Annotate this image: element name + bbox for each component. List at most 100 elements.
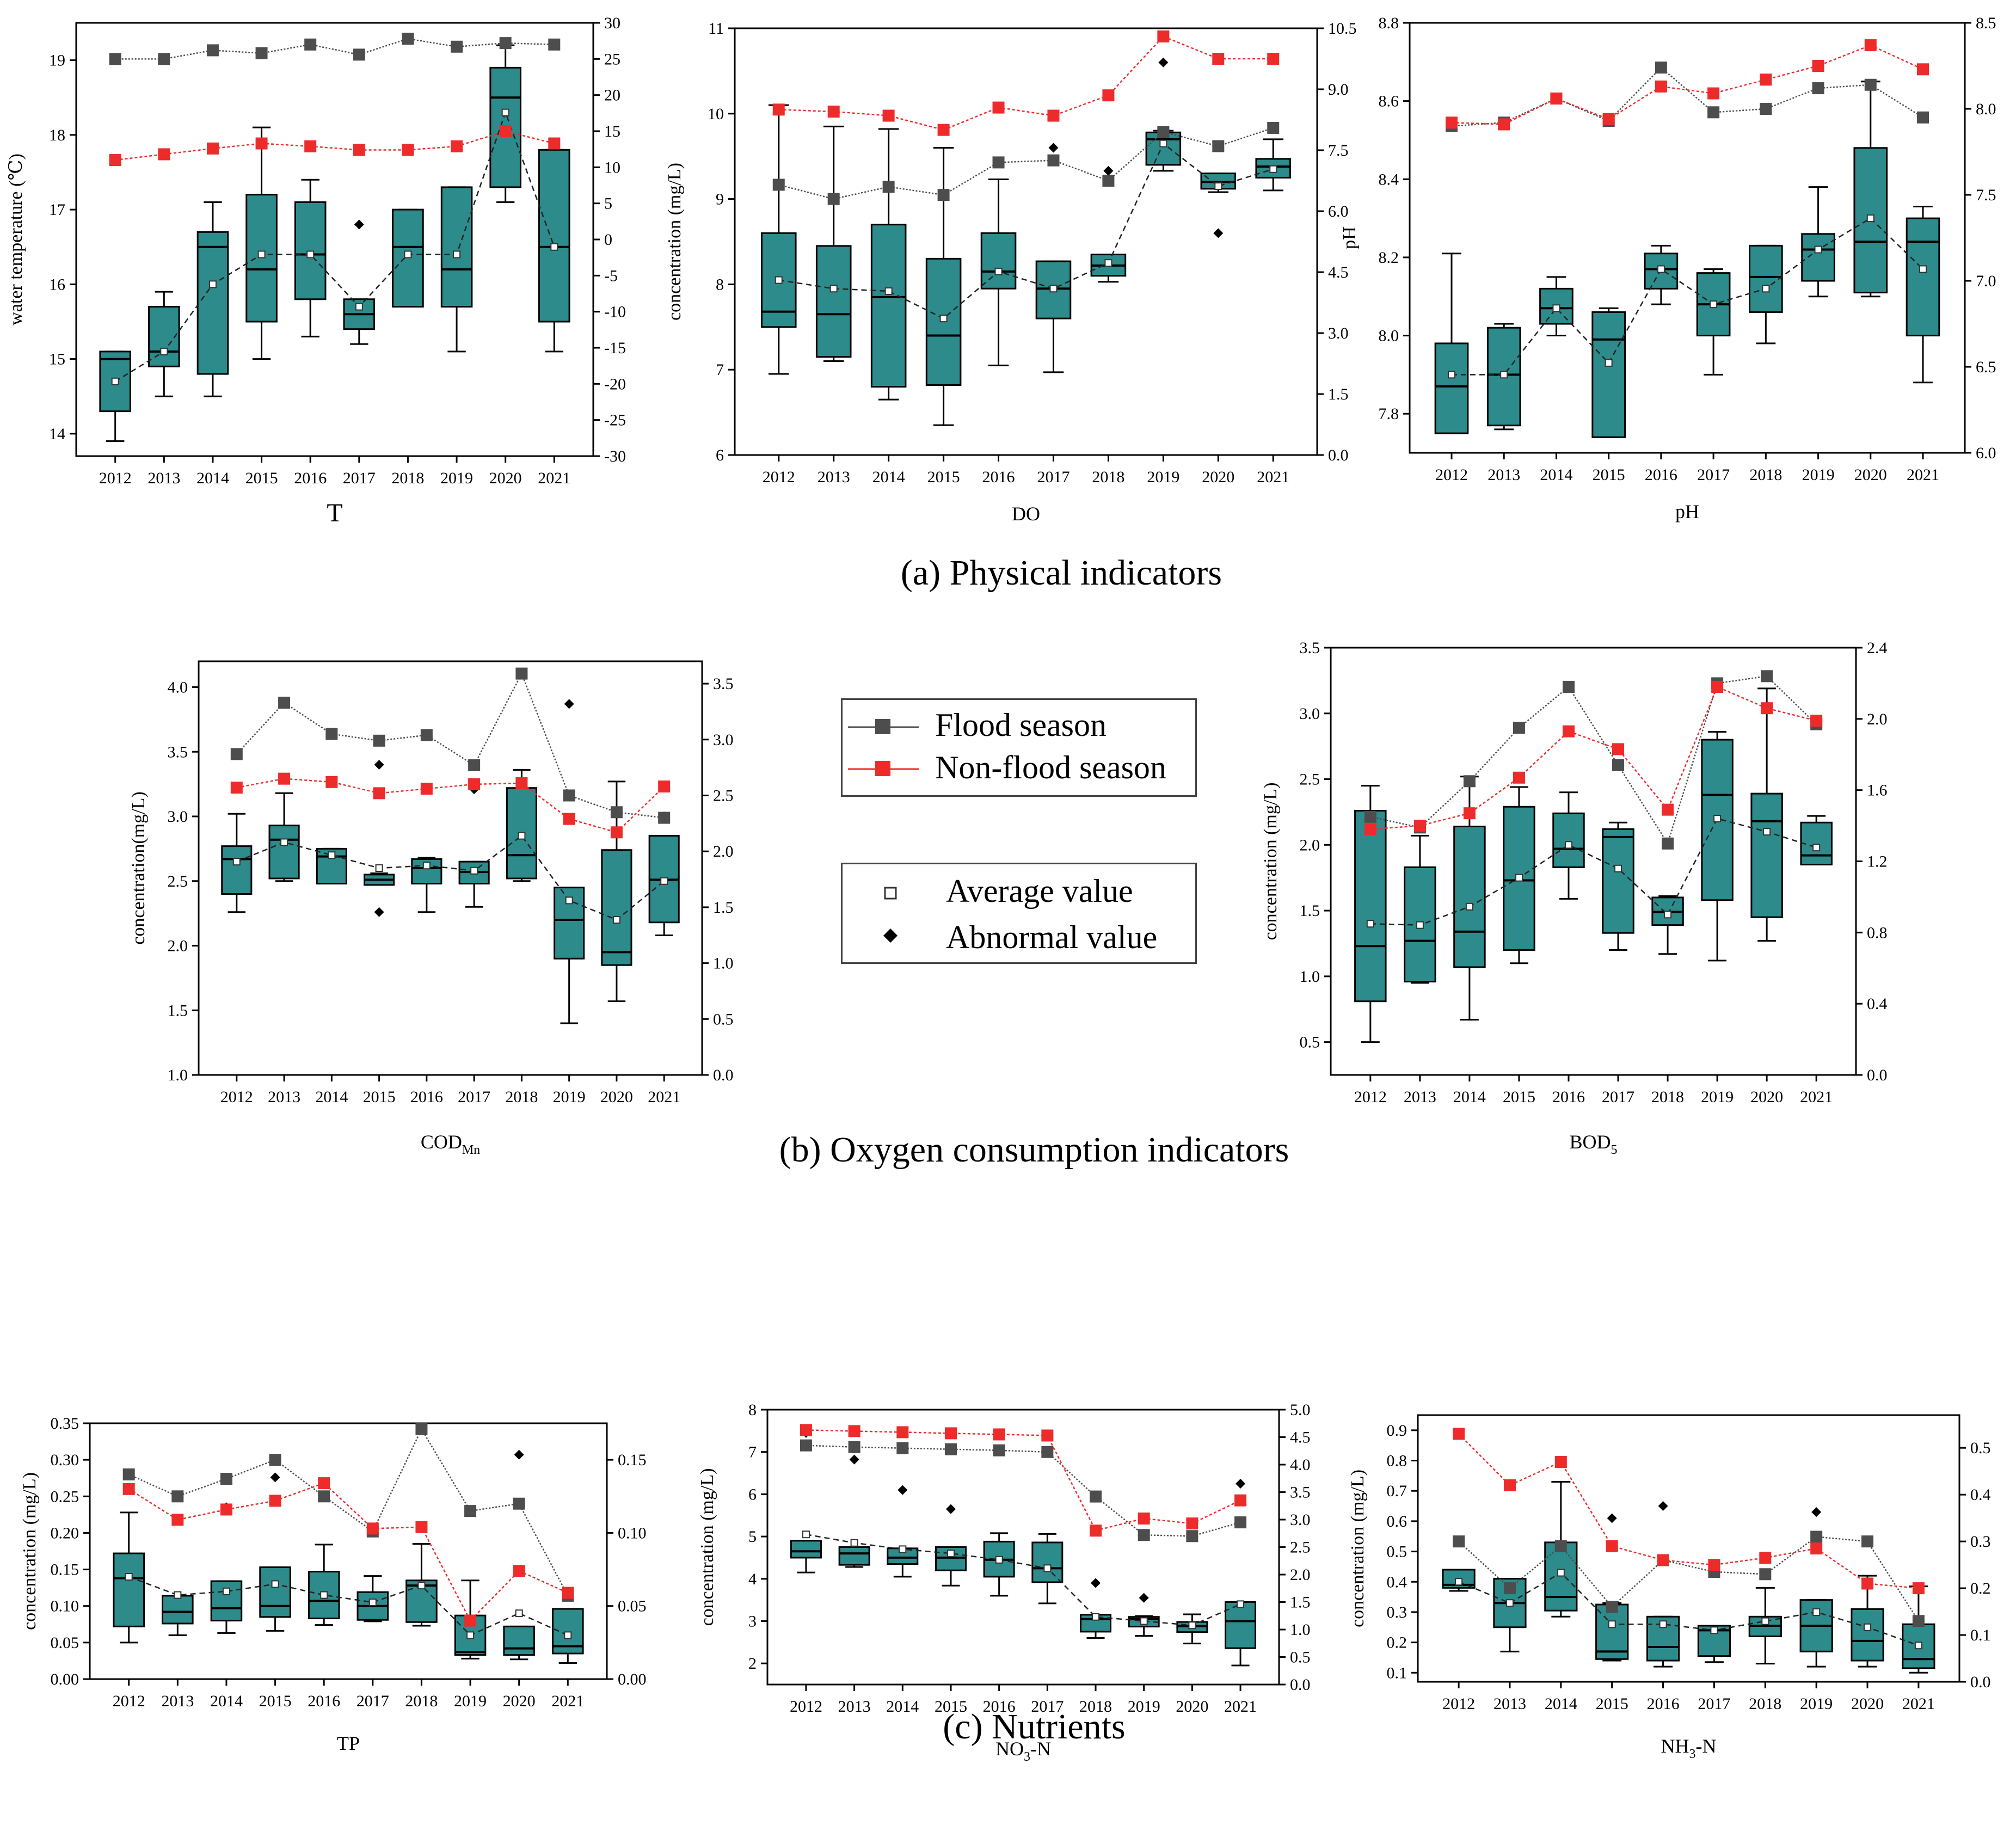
average-marker <box>1104 259 1113 267</box>
box-body <box>1354 810 1387 1003</box>
plot-frame <box>734 27 1318 456</box>
nonflood-marker <box>1550 93 1563 105</box>
abnormal-marker <box>354 219 364 230</box>
y2-tick-label: 0.10 <box>618 1524 647 1542</box>
box-2016 <box>980 179 1017 366</box>
flood-marker <box>122 1468 135 1480</box>
abnormal-marker <box>1158 57 1169 67</box>
average-marker <box>422 862 431 870</box>
box-2012 <box>1354 785 1387 1043</box>
nonflood-marker <box>1606 1540 1618 1552</box>
abnormal-marker <box>1103 165 1114 176</box>
nonflood-marker <box>896 1426 909 1439</box>
y2-tick-label: 0.4 <box>1970 1486 1991 1504</box>
abnormal-marker <box>1658 1501 1668 1511</box>
x-tick-label: 2017 <box>1697 466 1730 484</box>
flood-marker <box>1267 121 1280 134</box>
average-marker <box>1608 1620 1616 1628</box>
y2-tick-label: 1.0 <box>1290 1621 1311 1639</box>
y-tick-label: 2.0 <box>168 937 188 955</box>
average-marker <box>1762 285 1770 293</box>
flood-marker <box>658 812 671 824</box>
flood-marker <box>992 156 1005 169</box>
y2-tick-label: 10.5 <box>1328 20 1357 38</box>
average-marker <box>1159 139 1167 147</box>
x-tick-label: 2020 <box>600 1088 633 1106</box>
box-body <box>210 1580 243 1622</box>
y-tick-label: 2.5 <box>168 872 188 890</box>
y2-tick-label: 2.0 <box>713 843 734 860</box>
y2-tick-label: -5 <box>604 267 618 285</box>
average-marker <box>1659 1620 1667 1628</box>
average-marker <box>1657 265 1665 273</box>
y-tick-label: 2 <box>748 1655 757 1673</box>
y2-tick-label: 6.0 <box>1976 444 1996 462</box>
nonflood-marker <box>1707 87 1720 100</box>
chart-NH3N: 0.1 0.2 0.3 0.4 0.5 0.6 0.7 0.8 0.9 0.0 0.1 0.2 0.3 0… <box>1348 1414 1991 1761</box>
x-tick-label: 2018 <box>1092 468 1124 486</box>
nonflood-marker <box>325 776 338 788</box>
box-2012 <box>1434 253 1469 434</box>
nonflood-line <box>1370 686 1817 830</box>
flood-line <box>115 38 555 60</box>
box-body <box>815 245 852 358</box>
nonflood-marker <box>220 1503 232 1516</box>
nonflood-marker <box>772 103 785 116</box>
x-tick-label: 2012 <box>99 469 132 487</box>
box-2015 <box>245 126 278 360</box>
x-tick-label: 2018 <box>505 1088 538 1106</box>
y2-tick-label: 0.3 <box>1970 1533 1991 1551</box>
flood-marker <box>1861 1535 1874 1548</box>
box-2013 <box>838 1546 870 1568</box>
x-tick-label: 2020 <box>1202 468 1234 486</box>
x-tick-label: 2020 <box>489 469 522 487</box>
y-tick-label: 6 <box>716 446 724 464</box>
y-tick-label: 0.9 <box>1387 1422 1407 1440</box>
y2-tick-label: 30 <box>604 14 620 32</box>
y-tick-label: 1.0 <box>1300 968 1320 986</box>
average-marker <box>222 1587 230 1595</box>
y-tick-label: 3.0 <box>1300 705 1320 723</box>
y2-tick-label: 7.5 <box>1328 142 1349 159</box>
average-marker <box>994 267 1003 275</box>
x-tick-label: 2020 <box>1851 1695 1884 1713</box>
x-tick-label: 2012 <box>1354 1088 1387 1106</box>
flood-marker <box>548 38 561 51</box>
average-marker <box>232 858 241 866</box>
nonflood-marker <box>230 782 243 794</box>
box-body <box>503 1625 535 1656</box>
y-tick-label: 14 <box>49 425 65 443</box>
flood-marker <box>1612 759 1625 771</box>
nonflood-marker <box>1090 1525 1102 1537</box>
x-tick-label: 2016 <box>1647 1695 1680 1713</box>
average-marker <box>660 877 668 885</box>
y2-tick-label: 2.5 <box>1290 1539 1311 1557</box>
x-tick-label: 2018 <box>1749 1695 1781 1713</box>
abnormal-marker <box>898 1485 908 1495</box>
average-marker <box>1269 165 1277 173</box>
y-tick-label: 15 <box>49 351 65 368</box>
nonflood-line <box>236 778 665 833</box>
average-marker <box>775 276 783 284</box>
nonflood-marker <box>1759 1552 1772 1564</box>
legend-abnormal-marker <box>883 929 898 943</box>
flood-marker <box>1554 1540 1567 1552</box>
x-tick-label: 2013 <box>147 469 180 487</box>
y2-tick-label: 3.5 <box>1290 1484 1311 1502</box>
y2-tick-label: 25 <box>604 50 620 68</box>
nonflood-marker <box>109 154 121 167</box>
box-2015 <box>1595 1602 1629 1662</box>
x-tick-label: 2021 <box>1907 466 1939 484</box>
flood-marker <box>1157 126 1170 138</box>
legend-season-swatches <box>848 719 919 776</box>
x-tick-label: 2015 <box>927 468 960 486</box>
plot-frame <box>198 660 703 1076</box>
flood-marker <box>513 1497 525 1510</box>
box-2013 <box>162 1595 194 1636</box>
flood-marker <box>304 38 317 51</box>
x-tick-label: 2012 <box>1442 1695 1475 1713</box>
flood-marker <box>563 789 575 802</box>
nonflood-line <box>1451 44 1923 125</box>
box-body <box>259 1566 291 1618</box>
x-label-sub: 3 <box>1024 1750 1030 1764</box>
